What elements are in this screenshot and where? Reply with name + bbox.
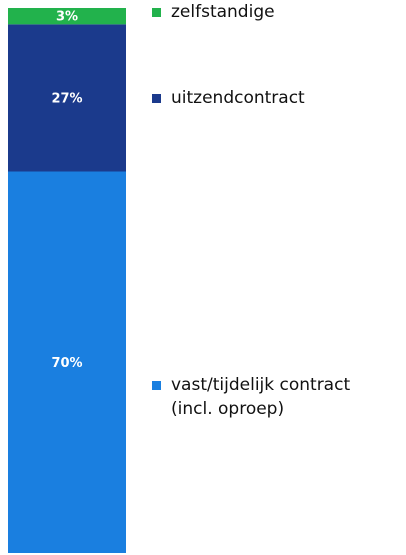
legend-item: uitzendcontract xyxy=(152,86,305,110)
bar-segment xyxy=(8,8,126,25)
legend-item: zelfstandige xyxy=(152,0,275,24)
legend-label: uitzendcontract xyxy=(171,87,305,108)
bar-segment xyxy=(8,24,126,172)
legend-swatch xyxy=(152,8,161,18)
data-label: 27% xyxy=(51,91,82,106)
legend-label: vast/tijdelijk contract (incl. oproep) xyxy=(171,375,351,420)
bar-segment xyxy=(8,171,126,553)
legend-item: vast/tijdelijk contract (incl. oproep) xyxy=(152,373,350,421)
data-label: 70% xyxy=(51,356,82,371)
data-label: 3% xyxy=(56,10,78,25)
legend-label: zelfstandige xyxy=(171,2,275,23)
legend-swatch xyxy=(152,381,161,391)
legend-swatch xyxy=(152,93,161,103)
